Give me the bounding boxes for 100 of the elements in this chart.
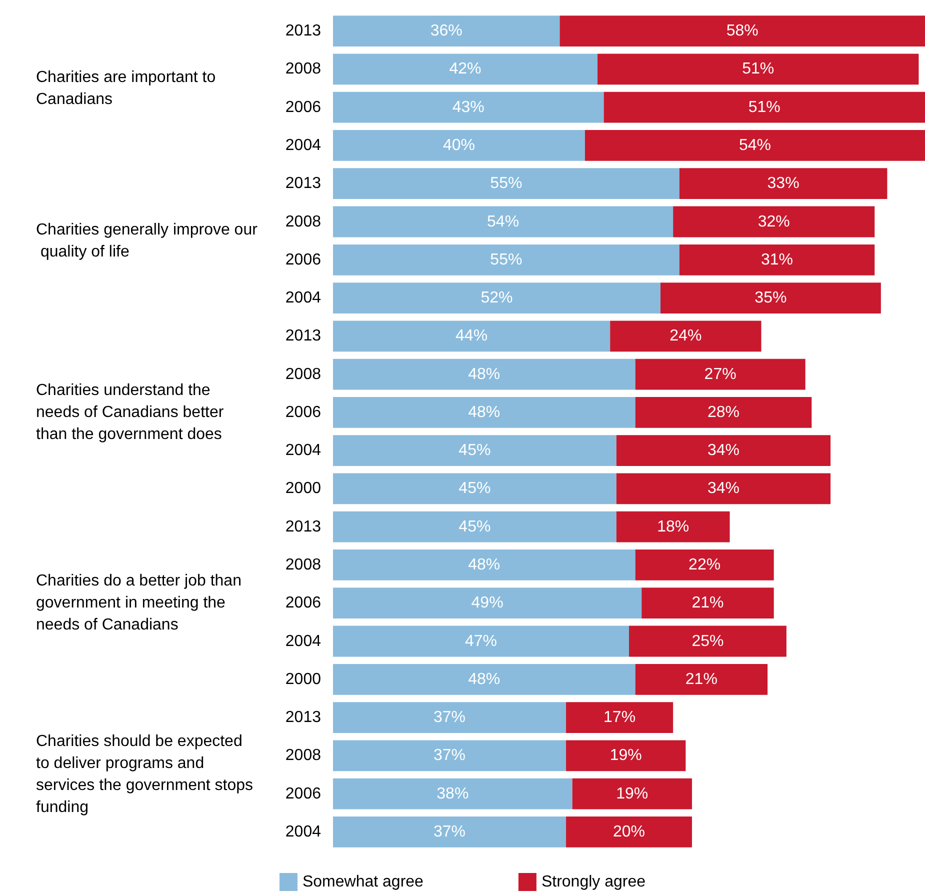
bar <box>660 282 881 314</box>
bar <box>629 626 786 657</box>
bar <box>333 511 616 542</box>
bar <box>635 396 812 428</box>
data-label: 48% <box>468 366 500 383</box>
y-tick-label: 2004 <box>285 632 322 650</box>
data-label: 51% <box>742 60 774 78</box>
y-tick-label: 2013 <box>285 22 322 40</box>
data-label: 21% <box>692 594 724 612</box>
bar <box>333 550 636 580</box>
bar <box>679 168 888 200</box>
bar <box>333 740 566 772</box>
y-tick-label: 2013 <box>285 518 322 536</box>
y-tick-label: 2006 <box>285 251 322 268</box>
bar <box>333 626 629 657</box>
text: Charities are important to Canadians <box>36 68 220 108</box>
data-label: 37% <box>433 823 466 840</box>
data-label: 55% <box>490 251 522 268</box>
text: Charities generally improve our quality of life <box>36 221 258 260</box>
y-tick-label: 2013 <box>285 709 322 726</box>
bar <box>333 168 680 200</box>
data-label: 44% <box>456 328 488 345</box>
legend-label: Strongly agree <box>541 874 646 890</box>
data-label: 20% <box>612 823 646 840</box>
data-label: 34% <box>707 480 740 498</box>
bar <box>616 511 730 542</box>
bar <box>566 740 686 772</box>
bar <box>679 244 875 276</box>
bar <box>333 16 560 47</box>
data-label: 58% <box>726 22 758 40</box>
bar <box>560 16 925 47</box>
y-tick-label: 2004 <box>285 823 322 840</box>
bar <box>333 130 585 161</box>
data-label: 33% <box>767 175 800 192</box>
bar <box>635 550 774 580</box>
bar <box>572 778 692 810</box>
bar <box>333 206 674 238</box>
bar <box>604 92 925 123</box>
bar <box>333 358 636 390</box>
bar <box>333 244 680 276</box>
y-tick-label: 2006 <box>285 785 322 802</box>
data-label: 38% <box>436 785 469 802</box>
data-label: 28% <box>707 404 740 421</box>
y-tick-label: 2006 <box>285 98 322 116</box>
bar <box>598 54 919 85</box>
y-tick-label: 2008 <box>285 60 322 78</box>
bar <box>566 816 692 848</box>
data-label: 31% <box>760 251 794 268</box>
bar <box>333 396 636 428</box>
y-tick-label: 2004 <box>285 442 322 460</box>
data-label: 17% <box>604 709 636 726</box>
y-tick-label: 2008 <box>285 747 322 764</box>
data-label: 48% <box>468 556 500 574</box>
data-label: 36% <box>430 22 462 40</box>
bar <box>333 435 616 466</box>
y-tick-label: 2008 <box>285 213 322 230</box>
bar <box>584 130 925 161</box>
bar <box>616 435 831 466</box>
data-label: 34% <box>707 442 740 460</box>
bar <box>610 320 762 352</box>
data-label: 54% <box>738 136 771 154</box>
bar <box>333 816 566 848</box>
data-label: 27% <box>704 366 736 383</box>
data-label: 49% <box>471 594 504 612</box>
text: Charities do a better job than government in meeting the needs of Canadians <box>36 572 246 634</box>
y-tick-label: 2008 <box>285 556 322 574</box>
data-label: 37% <box>433 747 466 764</box>
bar <box>642 588 774 619</box>
bar <box>333 92 604 123</box>
legend-label: Somewhat agree <box>302 874 424 890</box>
y-tick-label: 2004 <box>285 290 322 307</box>
data-label: 47% <box>464 632 498 650</box>
data-label: 24% <box>670 328 702 345</box>
y-tick-label: 2006 <box>285 594 322 612</box>
data-label: 54% <box>487 213 520 230</box>
bar <box>333 702 566 733</box>
y-tick-label: 2008 <box>285 366 322 383</box>
data-label: 51% <box>748 98 780 116</box>
data-label: 37% <box>433 709 466 726</box>
data-label: 52% <box>480 290 513 307</box>
bar <box>566 702 674 733</box>
data-label: 19% <box>610 747 642 764</box>
text: Charities should be expected to deliver programs and services the government stops funding <box>36 733 258 816</box>
data-label: 19% <box>616 785 648 802</box>
data-label: 45% <box>458 480 491 498</box>
data-label: 25% <box>692 632 724 650</box>
y-tick-label: 2013 <box>285 175 322 192</box>
data-label: 55% <box>490 175 522 192</box>
data-label: 21% <box>685 670 718 688</box>
y-tick-label: 2006 <box>285 404 322 421</box>
y-tick-label: 2000 <box>285 670 322 688</box>
bar <box>333 320 610 352</box>
bar <box>616 473 831 504</box>
bar <box>333 588 642 619</box>
y-tick-label: 2000 <box>285 480 322 498</box>
data-label: 42% <box>449 60 482 78</box>
data-label: 45% <box>458 442 491 460</box>
y-tick-label: 2013 <box>285 328 322 345</box>
data-label: 43% <box>452 98 484 116</box>
bar <box>673 206 875 238</box>
